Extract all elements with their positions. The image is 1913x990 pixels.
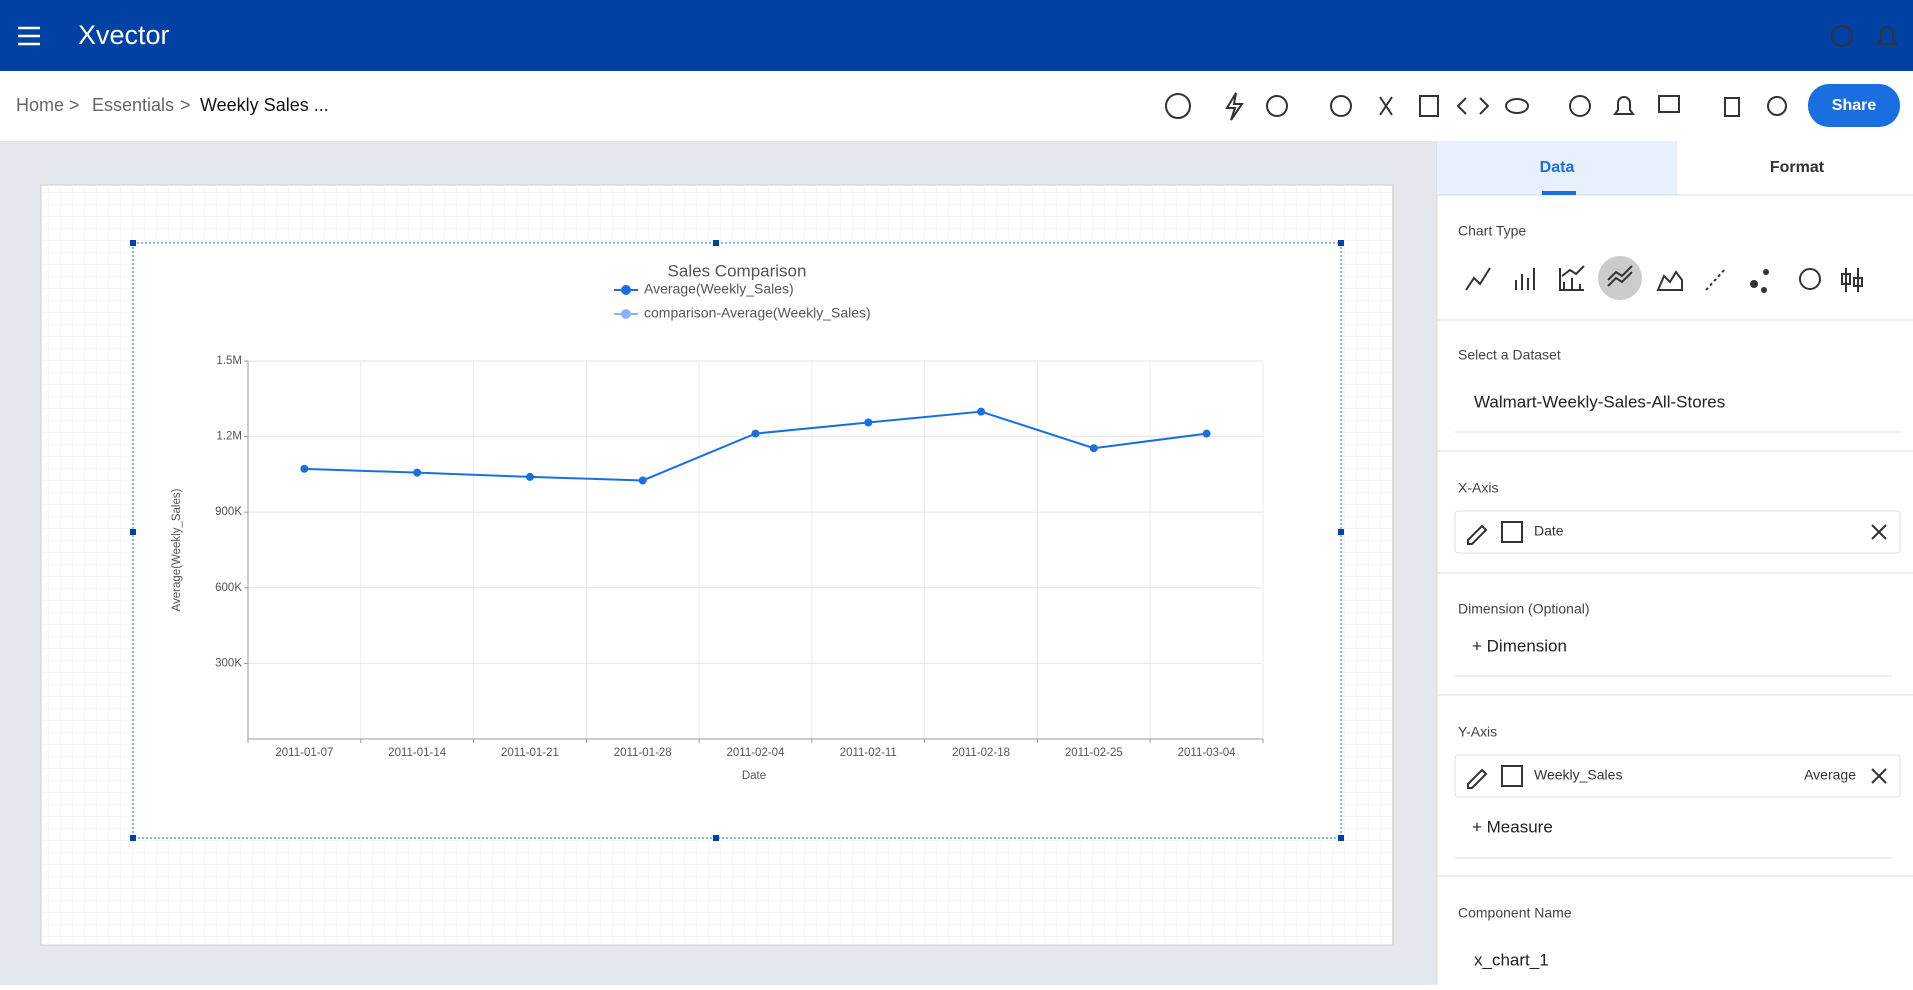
point	[525, 472, 534, 481]
field-chip	[1454, 510, 1901, 554]
tool-icon[interactable]	[1456, 97, 1490, 115]
chart-type[interactable]	[1750, 269, 1769, 293]
x-tick-label: 2011-01-21	[501, 747, 559, 759]
y-tick-label: 900K	[215, 506, 242, 518]
section-label: Dimension (Optional)	[1458, 601, 1590, 617]
crumb-current: Weekly Sales ...	[200, 95, 329, 115]
edit-icon[interactable]	[1467, 768, 1488, 789]
component-name[interactable]: x_chart_1	[1474, 950, 1549, 969]
legend-dot	[621, 285, 631, 295]
tab-active[interactable]	[1437, 141, 1677, 195]
section-label: Select a Dataset	[1458, 347, 1561, 363]
y-tick-label: 1.2M	[216, 431, 242, 443]
tool-icon[interactable]	[1767, 96, 1787, 116]
tool-icon[interactable]	[1419, 95, 1439, 117]
point	[413, 468, 422, 477]
chart-type[interactable]	[1559, 265, 1585, 291]
chart-type[interactable]	[1607, 265, 1633, 287]
x-tick-label: 2011-01-07	[275, 747, 333, 759]
tab[interactable]: Data	[1540, 159, 1575, 176]
edit-icon[interactable]	[1467, 524, 1488, 545]
chart-type[interactable]	[1656, 270, 1683, 291]
tool-icon[interactable]	[1225, 92, 1244, 121]
help-icon[interactable]	[1831, 25, 1853, 47]
point	[1089, 444, 1098, 453]
remove-icon[interactable]	[1871, 524, 1887, 540]
dataset-value[interactable]: Walmart-Weekly-Sales-All-Stores	[1474, 392, 1725, 411]
x-tick-label: 2011-01-14	[388, 747, 447, 759]
section-label: X-Axis	[1458, 480, 1498, 496]
point	[751, 429, 760, 438]
share-button[interactable]	[1808, 84, 1900, 127]
x-tick-label: 2011-02-25	[1065, 747, 1123, 759]
tool-icon[interactable]	[1165, 93, 1191, 119]
chart-type[interactable]	[1705, 267, 1727, 291]
tool-icon[interactable]	[1658, 95, 1680, 113]
legend-label: comparison-Average(Weekly_Sales)	[644, 305, 871, 321]
crumb[interactable]: Home	[16, 95, 64, 115]
chart-type-selected	[1598, 256, 1642, 300]
x-tick-label: 2011-02-11	[840, 747, 897, 759]
aggregate[interactable]: Average	[1804, 767, 1856, 783]
field-chip	[1454, 754, 1901, 798]
point	[638, 476, 647, 485]
chart-title: Sales Comparison	[668, 261, 807, 280]
section-label: Y-Axis	[1458, 724, 1497, 740]
tab[interactable]: Format	[1770, 159, 1825, 176]
tool-icon[interactable]	[1569, 95, 1591, 117]
tool-icon[interactable]	[1505, 98, 1529, 114]
share-label[interactable]: Share	[1832, 97, 1877, 114]
x-axis-title: Date	[742, 770, 766, 782]
x-tick-label: 2011-01-28	[614, 747, 672, 759]
toolbar	[0, 71, 1913, 141]
y-tick-label: 1.5M	[216, 355, 242, 367]
field-name: Date	[1534, 523, 1564, 539]
section-label: Chart Type	[1458, 223, 1526, 239]
tool-icon[interactable]	[1330, 95, 1352, 117]
alert-icon[interactable]	[1876, 26, 1898, 45]
point	[1202, 429, 1211, 438]
chart-type[interactable]	[1465, 267, 1491, 291]
legend-dot	[621, 309, 631, 319]
chart-type[interactable]	[1841, 268, 1863, 292]
type-icon	[1501, 765, 1523, 787]
tab-underline	[1542, 191, 1576, 195]
y-tick-label: 600K	[215, 582, 242, 594]
tool-icon[interactable]	[1379, 96, 1393, 116]
x-tick-label: 2011-02-04	[727, 747, 786, 759]
tool-icon[interactable]	[1266, 95, 1288, 117]
field-name: Weekly_Sales	[1534, 767, 1622, 783]
resize-handles	[130, 240, 1344, 841]
remove-icon[interactable]	[1871, 768, 1887, 784]
type-icon	[1501, 521, 1523, 543]
point	[977, 407, 986, 416]
point	[864, 418, 873, 427]
chart-type[interactable]	[1515, 268, 1535, 290]
add-measure[interactable]: + Measure	[1472, 817, 1553, 836]
y-axis-title: Average(Weekly_Sales)	[171, 488, 183, 611]
plot: 300K 600K 900K 1.2M 1.5M 2011-01-07 2011-01-14…	[215, 281, 1264, 759]
top-bar	[0, 0, 1913, 71]
y-tick-label: 300K	[215, 657, 242, 669]
point	[300, 464, 309, 473]
add-dimension[interactable]: + Dimension	[1472, 636, 1567, 655]
chart-type[interactable]	[1799, 268, 1821, 290]
tool-icon[interactable]	[1613, 96, 1635, 115]
section-label: Component Name	[1458, 905, 1572, 921]
crumb-sep: >	[69, 95, 80, 115]
toolbar-icons	[1165, 92, 1787, 121]
legend-label: Average(Weekly_Sales)	[644, 281, 794, 297]
crumb[interactable]: Essentials	[92, 95, 174, 115]
tool-icon[interactable]	[1724, 97, 1740, 117]
menu-button[interactable]	[18, 26, 40, 46]
x-tick-label: 2011-02-18	[952, 747, 1010, 759]
chart-type-icons	[1465, 265, 1863, 293]
crumb-sep: >	[180, 95, 191, 115]
x-tick-label: 2011-03-04	[1178, 747, 1237, 759]
brand[interactable]: Xvector	[78, 20, 170, 50]
